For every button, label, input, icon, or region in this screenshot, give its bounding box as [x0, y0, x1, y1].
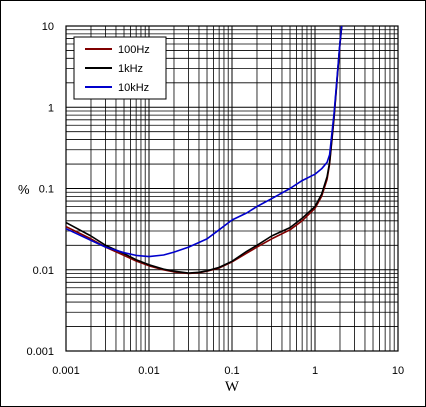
- series-line-10kHz: [65, 25, 343, 258]
- series-line-1kHz: [65, 25, 343, 274]
- legend: 100Hz 1kHz 10kHz: [73, 36, 167, 100]
- y-tick-label: 0.1: [39, 184, 54, 196]
- y-tick-label: 0.01: [33, 265, 54, 277]
- x-tick-label: 0.01: [138, 365, 159, 377]
- legend-label: 100Hz: [118, 44, 150, 56]
- series-group: [65, 25, 343, 275]
- y-axis-label: %: [18, 182, 30, 197]
- y-tick-label: 1: [48, 102, 54, 114]
- legend-label: 1kHz: [118, 63, 143, 75]
- y-tick-label: 0.001: [26, 346, 54, 358]
- x-tick-label: 10: [392, 365, 404, 377]
- x-tick-label: 0.001: [52, 365, 80, 377]
- tick-labels: 0.001 0.01 0.1 1 10 0.001 0.01 0.1 1 10: [26, 21, 404, 377]
- x-axis-label: W: [225, 379, 240, 395]
- plot-border: [65, 25, 399, 352]
- x-tick-label: 0.1: [224, 365, 239, 377]
- y-tick-label: 10: [42, 21, 54, 33]
- legend-label: 10kHz: [118, 82, 149, 94]
- x-tick-label: 1: [312, 365, 318, 377]
